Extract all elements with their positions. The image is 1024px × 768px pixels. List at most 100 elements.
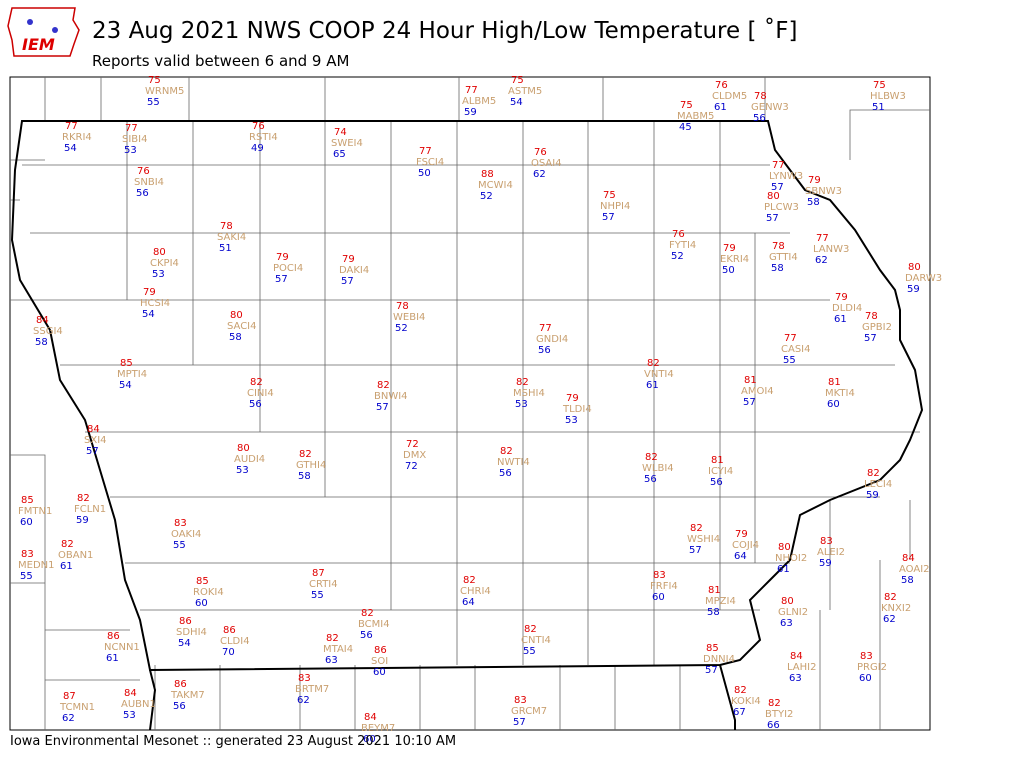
station-id: CNTI4 xyxy=(521,635,551,646)
station-id: BEYM7 xyxy=(361,723,395,734)
station-low: 58 xyxy=(771,263,784,274)
station-high: 83 xyxy=(174,518,187,529)
station-id: OBAN1 xyxy=(58,550,93,561)
station-id: DNNI4 xyxy=(703,654,735,665)
station-low: 55 xyxy=(173,540,186,551)
station-high: 80 xyxy=(767,191,780,202)
station-high: 82 xyxy=(647,358,660,369)
station-id: CLDM5 xyxy=(712,91,747,102)
station-low: 62 xyxy=(883,614,896,625)
county-lines xyxy=(10,77,930,730)
station-low: 57 xyxy=(766,213,779,224)
station-high: 83 xyxy=(860,651,873,662)
station-id: MPTI4 xyxy=(117,369,147,380)
station-low: 53 xyxy=(152,269,165,280)
station-low: 57 xyxy=(689,545,702,556)
station-low: 56 xyxy=(644,474,657,485)
station-id: BRTM7 xyxy=(295,684,329,695)
station-id: POCI4 xyxy=(273,263,303,274)
station-low: 60 xyxy=(827,399,840,410)
station-low: 62 xyxy=(533,169,546,180)
station-id: MABM5 xyxy=(677,111,714,122)
station-id: KNXI2 xyxy=(881,603,911,614)
station-id: SWEI4 xyxy=(331,138,363,149)
station-id: LAHI2 xyxy=(787,662,816,673)
station-high: 82 xyxy=(734,685,747,696)
station-id: GTHI4 xyxy=(296,460,326,471)
station-id: SNBI4 xyxy=(134,177,164,188)
station-id: PLCW3 xyxy=(764,202,799,213)
stations: 75WRNM55577ALBM55975ASTM55476CLDM56178GE… xyxy=(18,75,942,745)
station-id: NHOI2 xyxy=(775,553,807,564)
station-high: 84 xyxy=(790,651,803,662)
station-low: 53 xyxy=(565,415,578,426)
station-id: WSHI4 xyxy=(687,534,720,545)
station-low: 70 xyxy=(222,647,235,658)
station-low: 67 xyxy=(733,707,746,718)
station-high: 86 xyxy=(179,616,192,627)
station-low: 57 xyxy=(743,397,756,408)
logo-outline xyxy=(7,7,80,57)
station-id: AOAI2 xyxy=(899,564,930,575)
station-low: 63 xyxy=(780,618,793,629)
station-low: 51 xyxy=(872,102,885,113)
iowa-border xyxy=(10,120,924,672)
station-id: SACI4 xyxy=(227,321,257,332)
station-id: COJI4 xyxy=(732,540,759,551)
station-low: 59 xyxy=(866,490,879,501)
station-high: 82 xyxy=(867,468,880,479)
station-low: 52 xyxy=(480,191,493,202)
station-high: 79 xyxy=(342,254,355,265)
station-id: VNTI4 xyxy=(644,369,674,380)
station-high: 84 xyxy=(124,688,137,699)
station-low: 66 xyxy=(767,720,780,731)
station-high: 85 xyxy=(120,358,133,369)
station-high: 87 xyxy=(63,691,76,702)
station-high: 77 xyxy=(465,85,478,96)
station-low: 58 xyxy=(901,575,914,586)
station-id: CKPI4 xyxy=(150,258,179,269)
station-id: MEDN1 xyxy=(18,560,55,571)
station-low: 60 xyxy=(20,517,33,528)
station-low: 53 xyxy=(123,710,136,721)
station-id: CRTI4 xyxy=(309,579,338,590)
station-low: 56 xyxy=(136,188,149,199)
station-low: 56 xyxy=(173,701,186,712)
station-high: 82 xyxy=(500,446,513,457)
station-id: BNWI4 xyxy=(374,391,408,402)
station-high: 85 xyxy=(706,643,719,654)
logo-icon xyxy=(52,27,58,33)
station-high: 78 xyxy=(220,221,233,232)
station-low: 58 xyxy=(298,471,311,482)
station-low: 61 xyxy=(834,314,847,325)
station-low: 57 xyxy=(705,665,718,676)
station-id: AUBN1 xyxy=(121,699,156,710)
station-id: RSTI4 xyxy=(249,132,278,143)
station-high: 81 xyxy=(828,377,841,388)
station-low: 54 xyxy=(142,309,155,320)
station-id: DAKI4 xyxy=(339,265,369,276)
station-high: 78 xyxy=(772,241,785,252)
station-low: 56 xyxy=(538,345,551,356)
station-low: 60 xyxy=(652,592,665,603)
station-low: 50 xyxy=(722,265,735,276)
station-id: WRNM5 xyxy=(145,86,184,97)
station-low: 57 xyxy=(864,333,877,344)
station-high: 78 xyxy=(865,311,878,322)
station-high: 78 xyxy=(396,301,409,312)
station-id: ICYI4 xyxy=(708,466,733,477)
station-low: 53 xyxy=(515,399,528,410)
station-high: 87 xyxy=(312,568,325,579)
station-high: 82 xyxy=(690,523,703,534)
station-low: 60 xyxy=(363,734,376,745)
station-high: 86 xyxy=(107,631,120,642)
station-low: 59 xyxy=(819,558,832,569)
station-low: 54 xyxy=(178,638,191,649)
station-high: 82 xyxy=(516,377,529,388)
station-low: 59 xyxy=(76,515,89,526)
station-id: MTAI4 xyxy=(323,644,353,655)
station-low: 61 xyxy=(106,653,119,664)
station-low: 57 xyxy=(771,182,784,193)
station-high: 86 xyxy=(223,625,236,636)
